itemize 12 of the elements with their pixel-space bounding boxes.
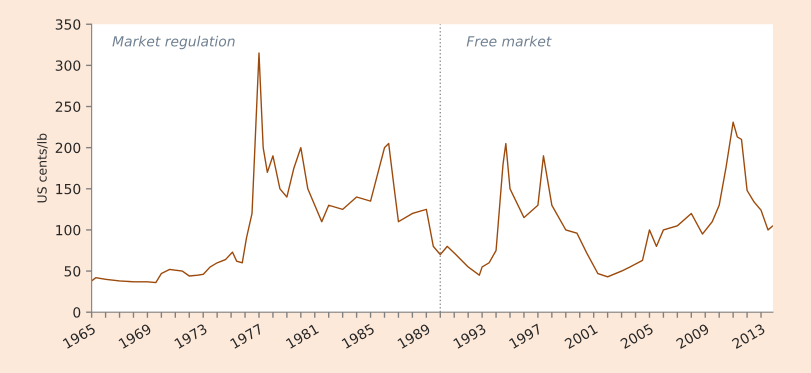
y-tick-label: 250 bbox=[56, 101, 80, 112]
line-series bbox=[92, 52, 773, 284]
annotation: Market regulation bbox=[112, 36, 235, 50]
y-tick-label: 200 bbox=[56, 142, 80, 154]
y-tick-label: 100 bbox=[56, 224, 80, 236]
annotation: Free market bbox=[466, 36, 552, 47]
y-axis-title: US cents/lb bbox=[37, 134, 48, 202]
y-tick-label: 350 bbox=[56, 19, 80, 30]
y-tick-label: 50 bbox=[64, 266, 80, 277]
y-tick-label: 150 bbox=[56, 184, 80, 194]
y-tick-label: 300 bbox=[56, 60, 80, 71]
y-tick-label: 0 bbox=[73, 307, 80, 318]
